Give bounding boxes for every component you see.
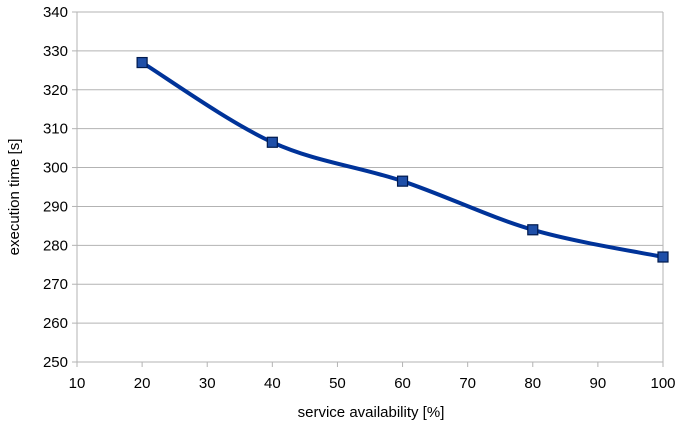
x-tick-label: 30 (199, 375, 216, 392)
x-tick-label: 80 (524, 375, 541, 392)
series-line (140, 60, 665, 259)
y-tick-labels: 250 260 270 280 290 300 310 320 330 340 (43, 4, 68, 371)
data-point-marker (396, 175, 409, 187)
y-axis-label: execution time [s] (6, 139, 23, 256)
series (136, 56, 669, 263)
y-tick-label: 260 (43, 315, 68, 332)
y-tick-label: 300 (43, 160, 68, 177)
y-tick-label: 310 (43, 121, 68, 138)
axes (72, 11, 664, 367)
data-point-marker (266, 136, 278, 148)
x-tick-label: 70 (459, 375, 476, 392)
x-tick-label: 40 (264, 375, 281, 392)
y-tick-label: 270 (43, 276, 68, 293)
data-point-marker (527, 224, 539, 236)
x-tick-label: 50 (329, 375, 346, 392)
x-tick-label: 90 (590, 375, 607, 392)
y-tick-label: 340 (43, 4, 68, 21)
data-point-marker (136, 56, 148, 69)
y-tick-label: 250 (43, 354, 68, 371)
x-tick-label: 20 (134, 375, 151, 392)
data-point-marker (657, 251, 669, 263)
y-tick-label: 280 (43, 237, 68, 254)
y-tick-label: 330 (43, 43, 68, 60)
grid (77, 11, 663, 363)
x-tick-label: 60 (394, 375, 411, 392)
x-axis-label: service availability [%] (298, 404, 445, 421)
x-tick-label: 100 (650, 375, 675, 392)
y-tick-label: 290 (43, 198, 68, 215)
x-tick-labels: 10 20 30 40 50 60 70 80 90 100 (69, 375, 676, 392)
x-tick-label: 10 (69, 375, 86, 392)
y-tick-label: 320 (43, 82, 68, 99)
